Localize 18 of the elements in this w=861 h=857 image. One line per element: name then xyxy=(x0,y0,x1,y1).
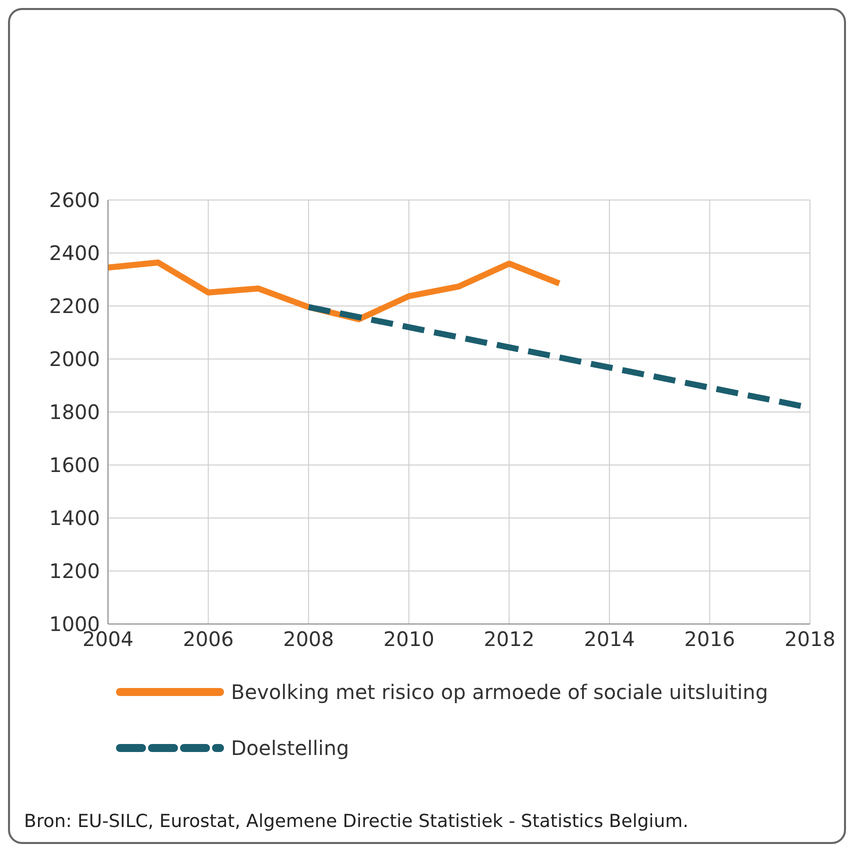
legend-label: Doelstelling xyxy=(231,736,350,760)
x-tick-label: 2008 xyxy=(283,627,334,652)
y-tick-label: 2200 xyxy=(49,294,100,318)
y-tick-label: 1200 xyxy=(49,559,100,584)
x-tick-label: 2012 xyxy=(484,627,535,652)
y-tick-label: 1600 xyxy=(49,453,100,478)
x-tick-label: 2010 xyxy=(383,627,434,652)
text: Bron: EU-SILC, Eurostat, Algemene Directie Statistiek - Statistics Belgium. xyxy=(24,811,688,832)
y-tick-label: 1800 xyxy=(49,400,100,424)
y-tick-label: 2400 xyxy=(49,241,100,266)
legend-label: Bevolking met risico op armoede of sociale uitsluiting xyxy=(231,680,768,704)
x-tick-label: 2006 xyxy=(182,627,234,652)
x-tick-label: 2014 xyxy=(584,627,635,652)
y-tick-label: 1400 xyxy=(49,506,100,530)
x-tick-label: 2018 xyxy=(784,627,836,652)
x-tick-label: 2016 xyxy=(684,627,736,652)
y-tick-label: 2000 xyxy=(49,347,100,372)
y-tick-label: 2600 xyxy=(49,188,100,212)
